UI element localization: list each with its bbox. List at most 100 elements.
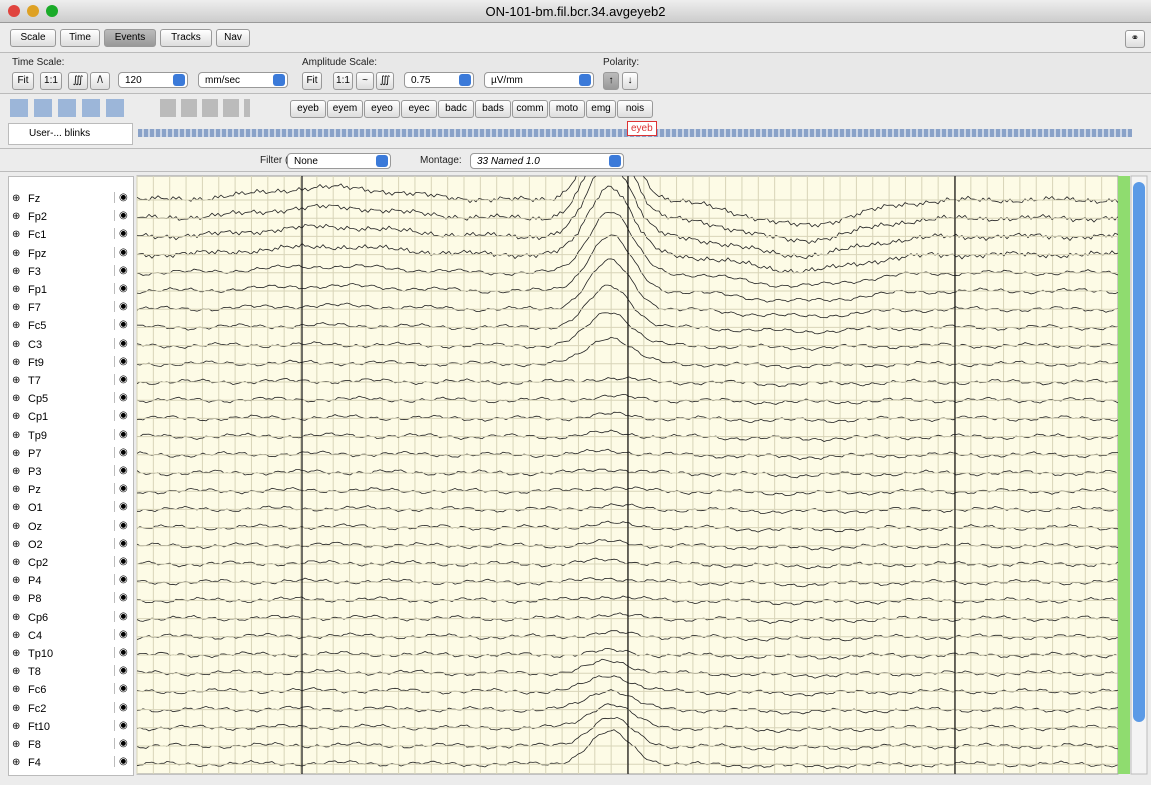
channel-name[interactable]: Cp1 bbox=[28, 411, 49, 424]
channel-name[interactable]: P3 bbox=[28, 466, 42, 478]
channel-name[interactable]: Fpz bbox=[28, 247, 47, 260]
channel-visibility[interactable]: ◉ bbox=[114, 683, 128, 695]
channel-icon[interactable]: ⊕ bbox=[12, 611, 21, 623]
channel-icon[interactable]: ⊕ bbox=[12, 284, 21, 295]
event-type-button[interactable]: eyem bbox=[327, 100, 363, 118]
channel-name[interactable]: Tp10 bbox=[28, 648, 54, 660]
navigation-buttons[interactable] bbox=[160, 99, 250, 117]
channel-name[interactable]: Tp9 bbox=[28, 429, 47, 442]
channel-name[interactable]: Cp2 bbox=[28, 557, 49, 569]
channel-icon[interactable]: ⊕ bbox=[12, 302, 21, 314]
channel-icon[interactable]: ⊕ bbox=[12, 193, 21, 204]
channel-name[interactable]: O2 bbox=[28, 538, 43, 551]
channel-name[interactable]: F8 bbox=[28, 739, 41, 751]
channel-visibility[interactable]: ◉ bbox=[114, 210, 128, 222]
channel-name[interactable]: Ft9 bbox=[28, 356, 44, 369]
time-scale-select[interactable]: 120 bbox=[118, 72, 188, 88]
channel-icon[interactable]: ⊕ bbox=[12, 557, 21, 568]
channel-visibility[interactable]: ◉ bbox=[114, 228, 128, 240]
channel-name[interactable]: F3 bbox=[28, 265, 41, 278]
polarity-up[interactable]: ↑ bbox=[603, 72, 619, 90]
channel-icon[interactable]: ⊕ bbox=[12, 702, 21, 714]
channel-icon[interactable]: ⊕ bbox=[12, 466, 21, 477]
channel-name[interactable]: C3 bbox=[28, 338, 43, 351]
channel-icon[interactable]: ⊕ bbox=[12, 502, 21, 514]
channel-icon[interactable]: ⊕ bbox=[12, 247, 21, 259]
tab[interactable]: Nav bbox=[216, 29, 250, 47]
channel-name[interactable]: Fp2 bbox=[28, 211, 47, 224]
zoom-button[interactable] bbox=[46, 5, 58, 17]
amplitude-unit-select[interactable]: µV/mm bbox=[484, 72, 594, 88]
channel-icon[interactable]: ⊕ bbox=[12, 720, 21, 732]
fit-button[interactable]: Fit bbox=[12, 72, 34, 90]
channel-icon[interactable]: ⊕ bbox=[12, 265, 21, 277]
channel-visibility[interactable]: ◉ bbox=[114, 283, 128, 294]
smaller-button[interactable]: ~ bbox=[356, 72, 374, 90]
channel-visibility[interactable]: ◉ bbox=[114, 465, 128, 476]
channel-name[interactable]: P4 bbox=[28, 575, 42, 588]
channel-visibility[interactable]: ◉ bbox=[114, 610, 128, 622]
channel-name[interactable]: C4 bbox=[28, 629, 43, 642]
channel-icon[interactable]: ⊕ bbox=[12, 757, 21, 769]
channel-visibility[interactable]: ◉ bbox=[114, 519, 128, 531]
channel-name[interactable]: Oz bbox=[28, 520, 43, 533]
channel-visibility[interactable]: ◉ bbox=[114, 756, 128, 768]
channel-name[interactable]: Fc5 bbox=[28, 320, 47, 333]
channel-visibility[interactable]: ◉ bbox=[114, 501, 128, 513]
ratio-button[interactable]: 1:1 bbox=[333, 72, 353, 90]
event-marker[interactable]: eyeb bbox=[627, 121, 657, 136]
tab[interactable]: Scale bbox=[10, 29, 56, 47]
minimize-button[interactable] bbox=[27, 5, 39, 17]
event-type-button[interactable]: badc bbox=[438, 100, 474, 118]
channel-visibility[interactable]: ◉ bbox=[114, 665, 128, 677]
channel-visibility[interactable]: ◉ bbox=[114, 246, 128, 258]
channel-icon[interactable]: ⊕ bbox=[12, 211, 21, 223]
event-type-button[interactable]: eyeb bbox=[290, 100, 326, 118]
channel-name[interactable]: Fc2 bbox=[28, 702, 47, 715]
event-type-button[interactable]: bads bbox=[475, 100, 511, 118]
channel-visibility[interactable]: ◉ bbox=[114, 592, 128, 604]
channel-visibility[interactable]: ◉ bbox=[114, 374, 128, 385]
event-type-button[interactable]: eyeo bbox=[364, 100, 400, 118]
channel-name[interactable]: Fz bbox=[28, 193, 41, 205]
close-button[interactable] bbox=[8, 5, 20, 17]
channel-icon[interactable]: ⊕ bbox=[12, 229, 21, 241]
montage-select[interactable]: 33 Named 1.0 bbox=[470, 153, 624, 169]
channel-name[interactable]: F7 bbox=[28, 302, 41, 315]
channel-name[interactable]: Ft10 bbox=[28, 720, 51, 733]
channel-visibility[interactable]: ◉ bbox=[114, 556, 128, 567]
event-type-button[interactable]: comm bbox=[512, 100, 548, 118]
ratio-button[interactable]: 1:1 bbox=[40, 72, 62, 90]
channel-name[interactable]: Fc1 bbox=[28, 229, 47, 242]
larger-button[interactable]: ∭ bbox=[376, 72, 394, 90]
channel-name[interactable]: Fc6 bbox=[28, 684, 47, 697]
tab[interactable]: Tracks bbox=[160, 29, 212, 47]
channel-name[interactable]: O1 bbox=[28, 502, 43, 515]
channel-visibility[interactable]: ◉ bbox=[114, 355, 128, 367]
channel-visibility[interactable]: ◉ bbox=[114, 446, 128, 458]
channel-icon[interactable]: ⊕ bbox=[12, 484, 21, 496]
channel-visibility[interactable]: ◉ bbox=[114, 483, 128, 495]
channel-visibility[interactable]: ◉ bbox=[114, 410, 128, 422]
channel-name[interactable]: T7 bbox=[28, 375, 41, 387]
channel-name[interactable]: Cp6 bbox=[28, 611, 49, 624]
channel-visibility[interactable]: ◉ bbox=[114, 701, 128, 713]
channel-visibility[interactable]: ◉ bbox=[114, 628, 128, 640]
channel-name[interactable]: P7 bbox=[28, 447, 42, 460]
channel-icon[interactable]: ⊕ bbox=[12, 375, 21, 386]
time-unit-select[interactable]: mm/sec bbox=[198, 72, 288, 88]
channel-name[interactable]: Pz bbox=[28, 484, 41, 497]
channel-visibility[interactable]: ◉ bbox=[114, 192, 128, 203]
compress-button[interactable]: ∭ bbox=[68, 72, 88, 90]
tab[interactable]: Time bbox=[60, 29, 100, 47]
channel-icon[interactable]: ⊕ bbox=[12, 666, 21, 678]
amplitude-select[interactable]: 0.75 bbox=[404, 72, 474, 88]
event-type-button[interactable]: nois bbox=[617, 100, 653, 118]
channel-visibility[interactable]: ◉ bbox=[114, 337, 128, 349]
channel-visibility[interactable]: ◉ bbox=[114, 719, 128, 731]
channel-icon[interactable]: ⊕ bbox=[12, 520, 21, 532]
channel-icon[interactable]: ⊕ bbox=[12, 429, 21, 441]
channel-icon[interactable]: ⊕ bbox=[12, 338, 21, 350]
channel-icon[interactable]: ⊕ bbox=[12, 593, 21, 605]
event-type-button[interactable]: moto bbox=[549, 100, 585, 118]
